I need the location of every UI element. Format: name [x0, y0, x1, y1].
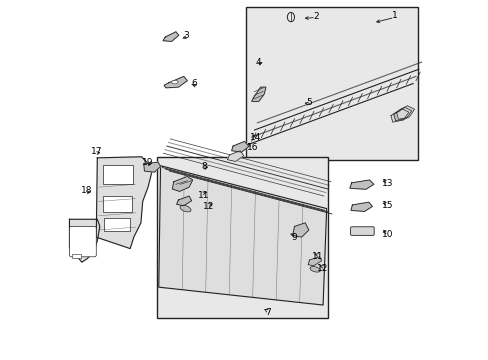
Polygon shape — [350, 202, 372, 211]
Ellipse shape — [309, 266, 320, 272]
Polygon shape — [69, 219, 100, 262]
Text: 11: 11 — [311, 252, 323, 261]
Text: 4: 4 — [255, 58, 261, 67]
FancyBboxPatch shape — [69, 226, 96, 257]
Polygon shape — [307, 257, 321, 266]
Polygon shape — [292, 223, 308, 237]
Bar — [104, 218, 130, 231]
Text: 6: 6 — [191, 79, 197, 88]
Bar — [72, 253, 81, 258]
Polygon shape — [393, 107, 411, 121]
Polygon shape — [349, 180, 373, 189]
Polygon shape — [396, 106, 414, 119]
Text: 15: 15 — [381, 201, 392, 210]
Text: 19: 19 — [142, 158, 153, 167]
Text: 14: 14 — [249, 133, 261, 142]
Polygon shape — [159, 166, 326, 305]
Text: 5: 5 — [305, 98, 311, 107]
Text: 18: 18 — [81, 186, 92, 195]
Polygon shape — [390, 109, 408, 122]
Polygon shape — [176, 196, 191, 206]
Polygon shape — [143, 162, 160, 172]
Text: 12: 12 — [317, 264, 328, 273]
Text: 8: 8 — [201, 162, 207, 171]
Polygon shape — [164, 76, 187, 88]
Text: 17: 17 — [90, 147, 102, 156]
Text: 11: 11 — [197, 190, 209, 199]
Polygon shape — [163, 32, 179, 41]
Text: 7: 7 — [264, 309, 270, 318]
Text: 10: 10 — [381, 230, 392, 239]
Polygon shape — [231, 141, 248, 152]
Bar — [157, 157, 328, 318]
Ellipse shape — [180, 205, 191, 212]
Text: 2: 2 — [312, 12, 318, 21]
Bar — [246, 7, 417, 160]
Text: 3: 3 — [183, 31, 189, 40]
Polygon shape — [172, 176, 192, 192]
Polygon shape — [96, 157, 151, 249]
Ellipse shape — [171, 80, 178, 84]
Polygon shape — [227, 151, 244, 161]
Text: 16: 16 — [246, 143, 258, 152]
Text: 9: 9 — [291, 233, 297, 242]
Text: 1: 1 — [391, 11, 397, 20]
Text: 13: 13 — [381, 179, 392, 188]
FancyBboxPatch shape — [350, 227, 373, 235]
Text: 12: 12 — [203, 202, 214, 211]
Bar — [103, 196, 132, 212]
Polygon shape — [251, 87, 265, 102]
Bar — [103, 165, 132, 184]
